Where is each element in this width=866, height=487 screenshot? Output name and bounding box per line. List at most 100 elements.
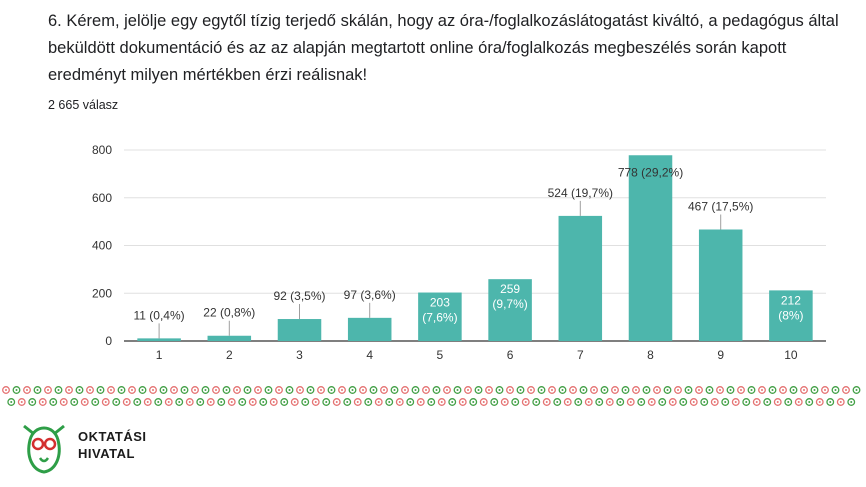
ornament-dot-center (131, 389, 133, 391)
ornament-dot-center (698, 389, 700, 391)
x-tick-label: 5 (437, 348, 444, 362)
ornament-dot (201, 386, 210, 394)
ornament-dot-center (451, 401, 454, 403)
ornament-dot (705, 386, 714, 394)
ornament-dot-center (782, 389, 784, 391)
ornament-dot-center (209, 401, 212, 403)
ornament-dot (621, 386, 630, 394)
ornament-dot-center (824, 389, 826, 391)
data-label: 467 (17,5%) (688, 200, 753, 214)
ornament-dot-center (236, 389, 238, 391)
y-tick-label: 600 (92, 191, 112, 205)
ornament-dot-center (388, 401, 391, 403)
ornament-dot (322, 398, 331, 406)
ornament-dot-center (199, 401, 202, 403)
x-tick-label: 3 (296, 348, 303, 362)
ornament-dot (553, 398, 562, 406)
ornament-dot (616, 398, 625, 406)
ornament-dot (416, 398, 425, 406)
ornament-dot (506, 386, 514, 394)
ornament-dot (259, 398, 268, 406)
ornament-dot (348, 386, 357, 394)
ornament-dot (248, 398, 257, 406)
ornament-dot (700, 398, 709, 406)
ornament-dot-center (566, 401, 569, 403)
ornament-dot (805, 398, 814, 406)
ornament-dot (668, 398, 677, 406)
ornament-dot-center (299, 389, 301, 391)
ornament-dot (810, 386, 819, 394)
x-tick-label: 9 (717, 348, 724, 362)
ornament-dot-center (561, 389, 564, 391)
x-tick-label: 1 (156, 348, 163, 362)
bar-9 (698, 229, 743, 341)
ornament-dot (710, 398, 719, 406)
ornament-dot (521, 398, 530, 406)
ornament-dot-center (498, 389, 501, 391)
ornament-dot-center (577, 401, 580, 403)
ornament-dot (831, 386, 840, 394)
ornament-dot (2, 386, 10, 394)
ornament-dot (847, 398, 856, 406)
data-label: 212 (781, 293, 801, 307)
ornament-dot (264, 386, 273, 394)
ornament-dot (464, 386, 472, 394)
ornament-dot (301, 398, 310, 406)
ornament-dot-center (404, 389, 406, 391)
data-label: (9,7%) (492, 297, 527, 311)
x-axis-ticks: 1 2 3 4 5 6 7 8 9 10 (156, 348, 798, 362)
ornament-dot (65, 386, 73, 394)
ornament-dot-center (120, 389, 123, 391)
ornament-dot (401, 386, 409, 394)
ornament-dot (826, 398, 835, 406)
ornament-dot-center (83, 401, 86, 403)
oktatasi-hivatal-logo (23, 424, 65, 474)
data-label: 524 (19,7%) (548, 186, 613, 200)
ornament-dot-center (20, 401, 23, 403)
ornament-dot-center (31, 401, 34, 403)
ornament-dot (380, 386, 388, 394)
ornament-dot (548, 386, 556, 394)
ornament-dot-center (514, 401, 517, 403)
ornament-dot (149, 386, 157, 394)
ornament-dot (752, 398, 761, 406)
ornament-dot-center (152, 389, 154, 391)
ornament-dot-center (708, 389, 711, 391)
ornament-dot-center (766, 401, 769, 403)
ornament-dot-center (10, 401, 13, 403)
ornament-dot (170, 386, 178, 394)
ornament-dot-center (78, 389, 81, 391)
ornament-dot-center (246, 389, 249, 391)
ornament-dot (642, 386, 651, 394)
ornament-dot-center (493, 401, 496, 403)
ornament-dot (28, 398, 37, 406)
ornament-dot-center (803, 389, 805, 391)
ornament-dot-center (582, 389, 585, 391)
ornament-dot (768, 386, 777, 394)
ornament-dot-center (272, 401, 275, 403)
ornament-dot (500, 398, 509, 406)
ornament-dot-center (603, 389, 606, 391)
bar-5 (418, 292, 462, 341)
ornament-dot-center (351, 389, 354, 391)
ornament-dot (590, 386, 598, 394)
ornament-dot-center (692, 401, 695, 403)
ornament-dot (338, 386, 346, 394)
ornament-dot (117, 386, 126, 394)
ornament-dot (605, 398, 614, 406)
ornament-dot-center (629, 401, 632, 403)
ornament-dot-center (619, 401, 622, 403)
ornament-dot-center (640, 401, 643, 403)
bar-chart: 0 200 400 600 800 1 2 3 4 5 6 7 8 9 10 11 (0,4%) 22 (0… (92, 143, 826, 362)
ornament-dot-center (813, 389, 816, 391)
ornament-dot (332, 398, 341, 406)
ornament-dot (563, 398, 572, 406)
ornament-dot-center (661, 401, 664, 403)
ornament-dot (206, 398, 215, 406)
ornament-dot (385, 398, 394, 406)
ornament-dot (238, 398, 247, 406)
ornament-dot-center (440, 401, 443, 403)
ornament-dot (758, 386, 766, 394)
ornament-dot-center (377, 401, 380, 403)
ornament-dot-center (267, 389, 270, 391)
